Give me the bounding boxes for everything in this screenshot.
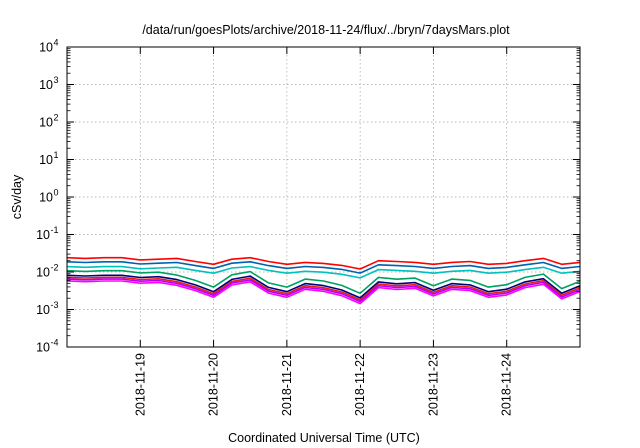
x-tick-label: 2018-11-19: [133, 353, 147, 416]
y-tick-label: 100: [39, 188, 58, 205]
chart-title: /data/run/goesPlots/archive/2018-11-24/f…: [142, 23, 510, 37]
y-tick-exponent: -1: [50, 225, 58, 235]
y-tick-label: 10-2: [36, 263, 58, 280]
y-tick-label: 10-4: [36, 338, 58, 355]
x-tick-label: 2018-11-22: [353, 353, 367, 416]
x-axis: 2018-11-19 2018-11-20 2018-11-21 2018-11-22…: [133, 47, 514, 416]
y-tick-exponent: 3: [53, 75, 58, 85]
series-line: [66, 276, 581, 301]
y-tick-exponent: -3: [50, 300, 58, 310]
x-tick-label: 2018-11-20: [207, 353, 221, 416]
y-tick-exponent: 0: [53, 188, 58, 198]
series-line: [66, 274, 581, 299]
x-tick-label: 2018-11-24: [500, 353, 514, 416]
x-axis-label: Coordinated Universal Time (UTC): [228, 431, 420, 445]
series-line: [66, 280, 581, 305]
y-tick-exponent: 1: [53, 150, 58, 160]
series-layer: [66, 256, 581, 305]
y-tick-exponent: 2: [53, 113, 58, 123]
series-line: [66, 265, 581, 279]
y-tick-label: 10-1: [36, 225, 58, 242]
y-tick-exponent: -4: [50, 338, 58, 348]
x-tick-label: 2018-11-23: [426, 353, 440, 416]
y-tick-label: 103: [39, 75, 58, 92]
y-tick-exponent: 4: [53, 38, 58, 48]
series-line: [66, 278, 581, 303]
y-tick-exponent: -2: [50, 263, 58, 273]
x-tick-label: 2018-11-21: [280, 353, 294, 416]
series-line: [66, 269, 581, 295]
y-axis-label: cSv/day: [10, 174, 24, 219]
y-tick-label: 104: [39, 38, 58, 55]
grid: [67, 47, 580, 347]
y-tick-label: 101: [39, 150, 58, 167]
y-tick-label: 102: [39, 113, 58, 130]
series-line: [66, 256, 581, 270]
y-tick-label: 10-3: [36, 300, 58, 317]
series-line: [66, 260, 581, 274]
